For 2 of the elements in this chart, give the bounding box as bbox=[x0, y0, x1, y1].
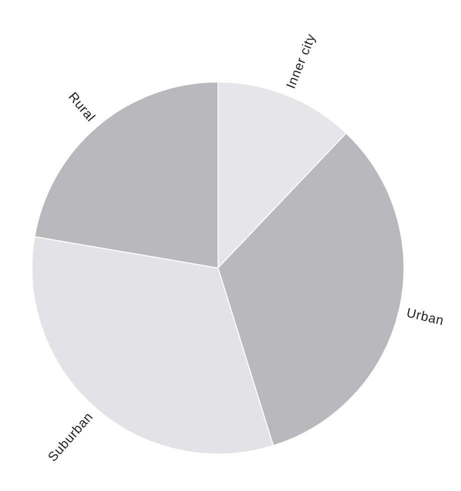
slice-label: Urban bbox=[405, 304, 446, 328]
slice-label: Inner city bbox=[283, 31, 318, 91]
